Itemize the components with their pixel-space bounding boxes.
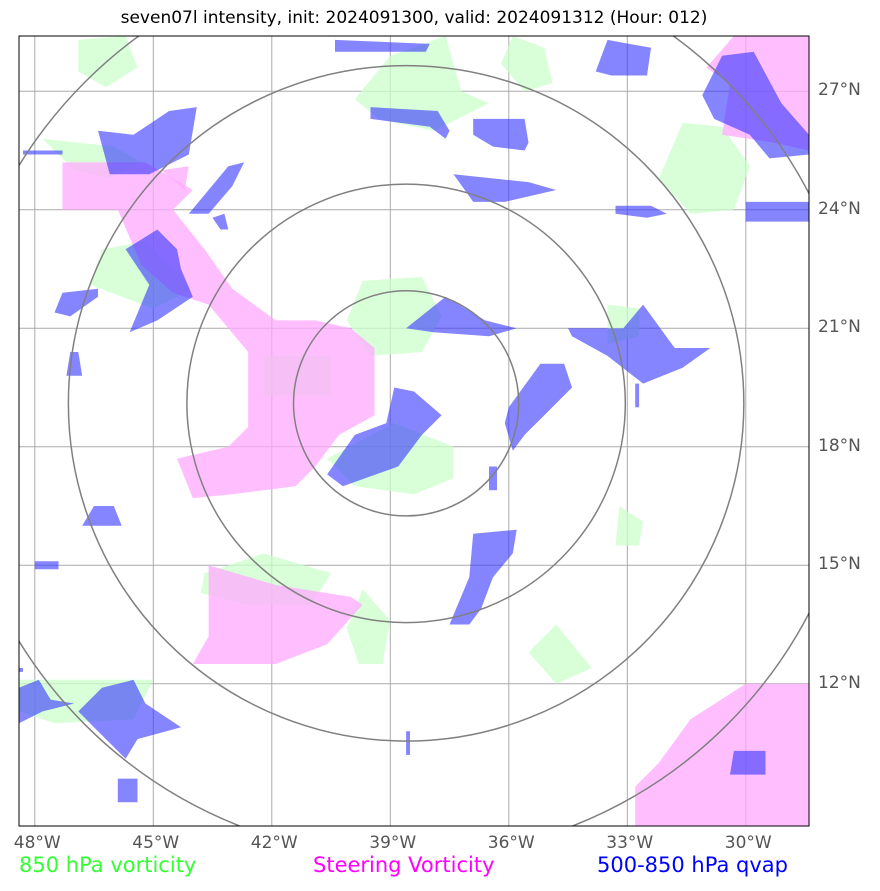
qvap-patch <box>19 679 75 724</box>
qvap-patch <box>635 383 640 408</box>
qvap-patch <box>730 750 766 775</box>
qvap-patch <box>66 352 83 376</box>
qvap-patch <box>453 174 557 202</box>
qvap-patch <box>212 213 229 230</box>
qvap-patch <box>745 201 809 222</box>
y-tick-label: 18°N <box>818 435 861 456</box>
legend-steering: Steering Vorticity <box>313 853 495 877</box>
qvap-patch <box>406 731 410 755</box>
range-ring <box>67 64 745 742</box>
legend-vort850: 850 hPa vorticity <box>19 853 197 877</box>
qvap-patch <box>449 529 517 625</box>
qvap-patch <box>19 668 23 672</box>
x-tick-label: 36°W <box>487 833 535 853</box>
y-tick-label: 21°N <box>818 317 861 338</box>
steering-vorticity-patch <box>635 683 809 826</box>
qvap-patch <box>82 506 122 526</box>
qvap-patch <box>78 679 181 759</box>
qvap-patch <box>335 39 430 52</box>
x-tick-label: 42°W <box>250 833 298 853</box>
qvap-layer <box>19 39 809 803</box>
qvap-patch <box>23 150 63 155</box>
x-tick-label: 33°W <box>606 833 654 853</box>
qvap-patch <box>473 118 529 151</box>
steering-vorticity-patch <box>161 166 189 190</box>
vorticity-850-patch <box>354 36 489 131</box>
range-ring <box>292 290 520 517</box>
qvap-patch <box>370 107 450 139</box>
qvap-patch <box>117 778 138 803</box>
steering-vorticity-patch <box>192 565 363 664</box>
vorticity-850-patch <box>615 506 644 546</box>
x-tick-label: 48°W <box>13 833 61 853</box>
qvap-patch <box>702 51 809 159</box>
qvap-patch <box>125 229 193 333</box>
map-title: seven07l intensity, init: 2024091300, va… <box>120 8 708 28</box>
vorticity-850-patch <box>658 122 750 214</box>
legend-qvap: 500-850 hPa qvap <box>597 853 788 877</box>
qvap-patch <box>34 561 59 570</box>
x-tick-label: 39°W <box>369 833 417 853</box>
qvap-patch <box>327 387 442 487</box>
y-tick-label: 24°N <box>818 198 861 219</box>
qvap-patch <box>595 39 651 76</box>
qvap-patch <box>54 288 98 317</box>
vorticity-850-patch <box>500 36 553 92</box>
qvap-patch <box>188 162 245 214</box>
y-tick-label: 15°N <box>818 554 861 575</box>
qvap-patch <box>568 304 711 384</box>
steering-vorticity-patch <box>62 162 375 499</box>
map-frame <box>18 35 810 827</box>
vorticity-850-patch <box>528 624 592 684</box>
x-tick-label: 30°W <box>724 833 772 853</box>
qvap-patch <box>98 107 197 175</box>
y-tick-label: 12°N <box>818 672 861 693</box>
range-rings <box>19 36 809 826</box>
x-tick-label: 45°W <box>132 833 180 853</box>
range-ring <box>186 183 627 624</box>
qvap-patch <box>615 205 667 218</box>
qvap-patch <box>504 363 572 451</box>
y-tick-label: 27°N <box>818 80 861 101</box>
